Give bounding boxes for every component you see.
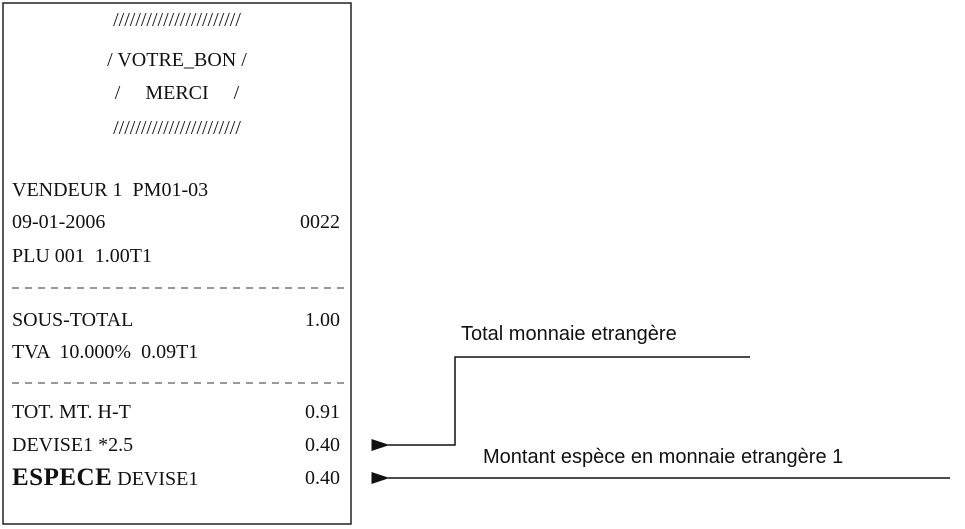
line-right: 0.40 xyxy=(305,467,340,489)
line-right: 1.00 xyxy=(305,309,340,331)
line-left: TVA 10.000% 0.09T1 xyxy=(12,341,199,363)
line-left: DEVISE1 xyxy=(117,468,199,490)
emphasis: ESPECE xyxy=(12,464,113,491)
header-line: / VOTRE_BON / xyxy=(107,49,247,71)
line-left: TOT. MT. H-T xyxy=(12,401,131,423)
line-right: 0.91 xyxy=(305,401,340,423)
line-right: 0022 xyxy=(300,211,340,233)
line-left: SOUS-TOTAL xyxy=(12,309,134,331)
receipt-border xyxy=(2,2,352,525)
annotation: Total monnaie etrangère xyxy=(461,323,677,345)
line-left: DEVISE1 *2.5 xyxy=(12,434,134,456)
header-line: /////////////////////// xyxy=(113,9,241,31)
arrow xyxy=(371,356,750,451)
header-line: / MERCI / xyxy=(114,82,240,104)
header-line: /////////////////////// xyxy=(113,117,241,139)
line-left: VENDEUR 1 PM01-03 xyxy=(12,179,209,201)
line-left: 09-01-2006 xyxy=(12,211,106,233)
line-right: 0.40 xyxy=(305,434,340,456)
line-left: ESPECE DEVISE1 xyxy=(12,464,199,491)
annotation: Montant espèce en monnaie etrangère 1 xyxy=(483,446,844,468)
line-left: PLU 001 1.00T1 xyxy=(12,245,152,267)
